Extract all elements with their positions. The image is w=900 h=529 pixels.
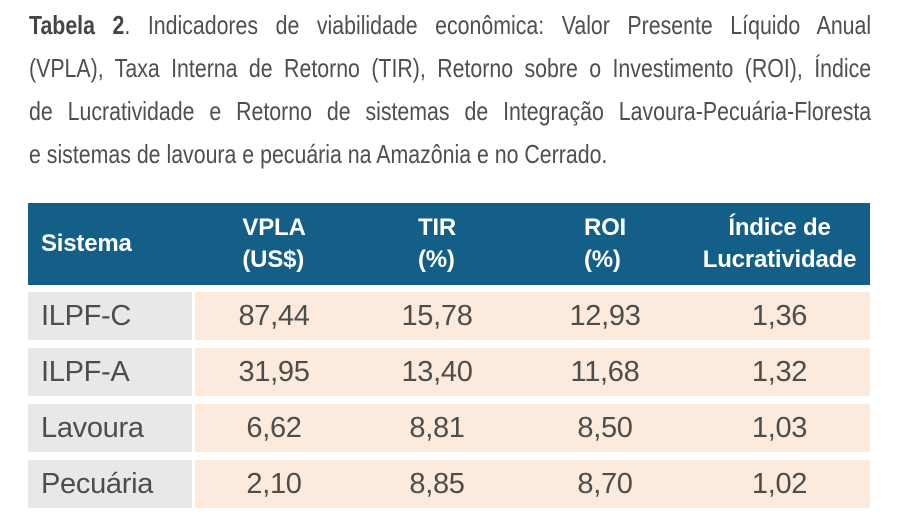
- viability-indicators-table: Sistema VPLA (US$) TIR (%) ROI (%): [28, 203, 870, 508]
- caption-table-number: Tabela 2: [29, 10, 125, 40]
- header-roi-label: ROI: [583, 214, 627, 241]
- roi-value-cell: 11,68: [521, 348, 689, 396]
- caption-line-1: Tabela 2. Indicadores de viabilidade eco…: [29, 4, 871, 47]
- row-label-cell: Pecuária: [28, 460, 195, 508]
- header-tir-label: TIR: [417, 214, 457, 241]
- header-roi-unit: (%): [583, 246, 621, 273]
- header-cell-indice: Índice de Lucratividade: [689, 203, 870, 285]
- header-cell-sistema: Sistema: [28, 203, 195, 285]
- caption-line-3: de Lucratividade e Retorno de sistemas d…: [29, 96, 872, 126]
- tir-value-cell: 15,78: [353, 292, 521, 340]
- table-row-ilpf-c: ILPF-C 87,44 15,78 12,93 1,36: [28, 292, 870, 340]
- caption-line-1-text: . Indicadores de viabilidade econômica: …: [124, 10, 872, 40]
- tir-value-cell: 8,81: [353, 404, 521, 452]
- caption-line-2: (VPLA), Taxa Interna de Retorno (TIR), R…: [29, 53, 872, 83]
- tir-value-cell: 13,40: [353, 348, 521, 396]
- caption-line-4: e sistemas de lavoura e pecuária na Amaz…: [29, 139, 608, 169]
- indice-value-cell: 1,36: [689, 292, 870, 340]
- indice-value-cell: 1,32: [689, 348, 870, 396]
- header-vpla-label: VPLA: [242, 214, 306, 241]
- vpla-value-cell: 87,44: [195, 292, 353, 340]
- vpla-value-cell: 2,10: [195, 460, 353, 508]
- table-row-ilpf-a: ILPF-A 31,95 13,40 11,68 1,32: [28, 348, 870, 396]
- header-cell-tir: TIR (%): [353, 203, 521, 285]
- roi-value-cell: 12,93: [521, 292, 689, 340]
- row-label-cell: ILPF-C: [28, 292, 195, 340]
- tir-value-cell: 8,85: [353, 460, 521, 508]
- indice-value-cell: 1,02: [689, 460, 870, 508]
- roi-value-cell: 8,70: [521, 460, 689, 508]
- header-tir-unit: (%): [417, 246, 455, 273]
- table-header-row: Sistema VPLA (US$) TIR (%) ROI (%): [28, 203, 870, 285]
- header-cell-roi: ROI (%): [521, 203, 689, 285]
- header-cell-vpla: VPLA (US$): [195, 203, 353, 285]
- indice-value-cell: 1,03: [689, 404, 870, 452]
- header-vpla-unit: (US$): [242, 246, 305, 273]
- table-row-pecuaria: Pecuária 2,10 8,85 8,70 1,02: [28, 460, 870, 508]
- row-label-cell: ILPF-A: [28, 348, 195, 396]
- table-caption: Tabela 2. Indicadores de viabilidade eco…: [29, 4, 871, 176]
- header-sistema-label: Sistema: [41, 230, 132, 257]
- header-indice-label-line1: Índice de: [728, 214, 831, 241]
- table-body: ILPF-C 87,44 15,78 12,93 1,36 ILPF-A 31,…: [28, 292, 870, 508]
- vpla-value-cell: 31,95: [195, 348, 353, 396]
- row-label-cell: Lavoura: [28, 404, 195, 452]
- roi-value-cell: 8,50: [521, 404, 689, 452]
- table-row-lavoura: Lavoura 6,62 8,81 8,50 1,03: [28, 404, 870, 452]
- header-indice-label-line2: Lucratividade: [702, 246, 857, 273]
- vpla-value-cell: 6,62: [195, 404, 353, 452]
